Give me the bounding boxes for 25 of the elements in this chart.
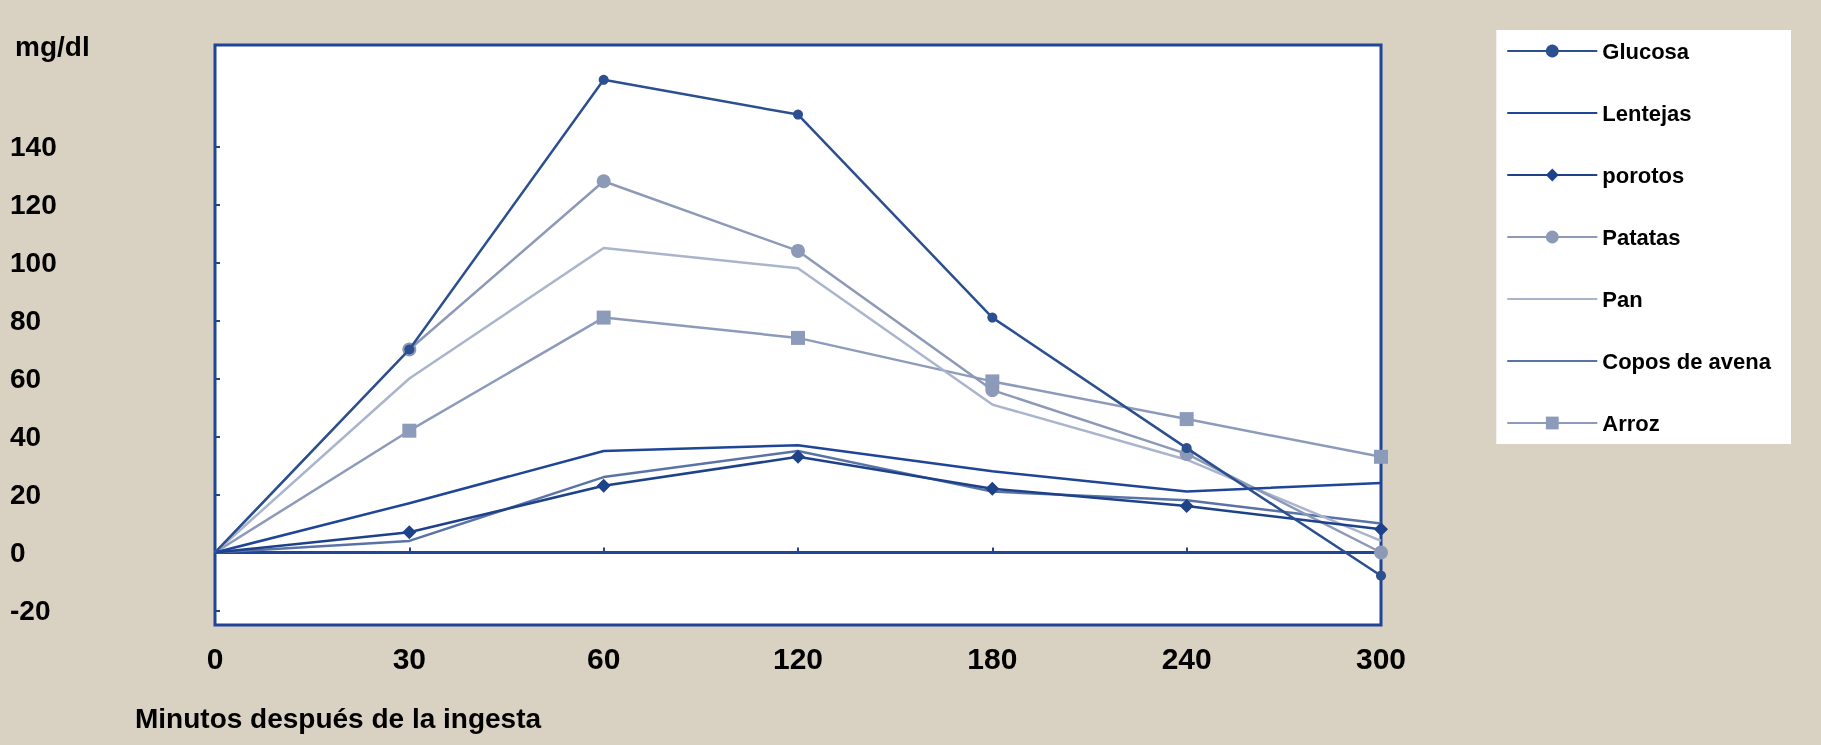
- legend-label: Arroz: [1602, 410, 1660, 436]
- y-tick-label: -20: [10, 595, 51, 626]
- x-tick-label: 0: [206, 641, 224, 675]
- y-tick-label: 120: [10, 189, 57, 220]
- y-tick-label: 40: [10, 421, 42, 452]
- legend-label: Glucosa: [1602, 38, 1690, 64]
- legend-label: Pan: [1602, 286, 1643, 312]
- x-axis-title: Minutos después de la ingesta: [135, 702, 542, 734]
- y-tick-label: 140: [10, 131, 57, 162]
- y-tick-label: 80: [10, 305, 42, 336]
- legend-label: porotos: [1602, 162, 1685, 188]
- x-tick-label: 60: [586, 641, 621, 675]
- y-tick-label: 20: [10, 479, 42, 510]
- x-tick-label: 180: [967, 641, 1018, 675]
- x-tick-label: 120: [772, 641, 824, 675]
- y-tick-label: 0: [10, 537, 26, 568]
- y-tick-label: 100: [10, 247, 57, 278]
- x-tick-label: 240: [1161, 641, 1212, 675]
- y-axis-title: mg/dl: [15, 30, 90, 62]
- x-tick-label: 300: [1355, 641, 1407, 675]
- legend-label: Copos de avena: [1602, 348, 1772, 374]
- x-tick-label: 30: [392, 641, 427, 675]
- legend-label: Patatas: [1602, 224, 1681, 250]
- legend-label: Lentejas: [1602, 100, 1692, 126]
- y-tick-label: 60: [10, 363, 42, 394]
